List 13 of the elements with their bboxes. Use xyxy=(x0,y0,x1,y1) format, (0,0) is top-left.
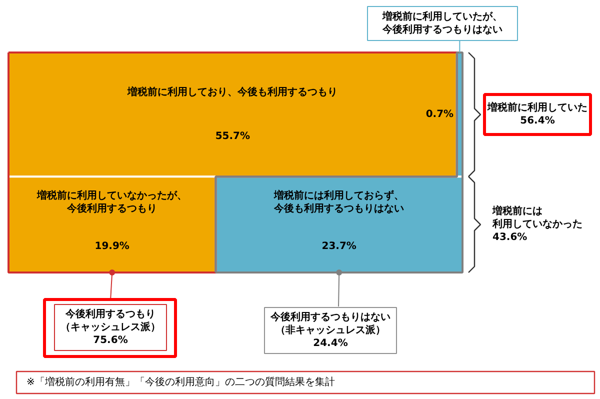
data-label: 23.7% xyxy=(322,241,356,252)
data-label: 55.7% xyxy=(215,131,250,142)
text: 増税前に利用していた56.4% xyxy=(486,101,588,127)
category-label: 増税前に利用していなかったが、今後利用するつもり xyxy=(36,189,188,215)
data-label: 0.7% xyxy=(426,109,454,120)
text: 今後利用するつもりはない（非キャッシュレス派）24.4% xyxy=(270,310,390,350)
data-label: 19.9% xyxy=(94,241,130,252)
text: 今後利用するつもり（キャッシュレス派）75.6% xyxy=(60,308,160,346)
category-label: 増税前に利用していたが、今後利用するつもりはない xyxy=(382,10,502,36)
category-label: 増税前に利用しており、今後も利用するつもり xyxy=(126,86,338,98)
category-label: 増税前には利用しておらず、今後も利用するつもりはない xyxy=(273,189,404,215)
text: ※「増税前の利用有無」「今後の利用意向」の二つの質問結果を集計 xyxy=(26,376,335,388)
text: 増税前には利用していなかった43.6% xyxy=(492,204,582,244)
